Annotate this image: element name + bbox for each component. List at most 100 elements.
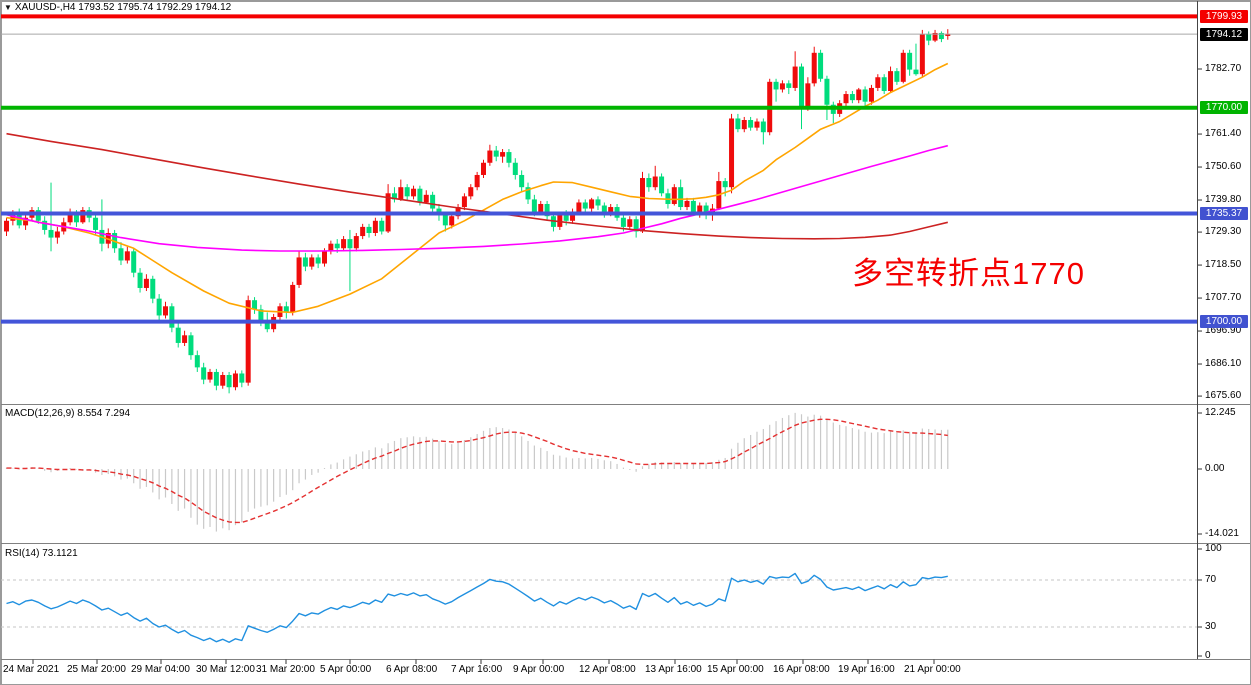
candle-body bbox=[201, 367, 207, 380]
candle-body bbox=[792, 66, 798, 88]
macd-axis-label: 12.245 bbox=[1205, 407, 1236, 418]
candle-body bbox=[264, 321, 270, 330]
macd-signal-line bbox=[6, 418, 948, 524]
candle-body bbox=[595, 199, 601, 206]
candle-body bbox=[315, 257, 321, 264]
candle-body bbox=[156, 298, 162, 316]
ma_fast-line bbox=[6, 62, 949, 314]
macd-axis-label: -14.021 bbox=[1205, 528, 1239, 539]
candle-body bbox=[48, 229, 54, 238]
rsi-indicator-label: RSI(14) 73.1121 bbox=[5, 548, 78, 559]
candle-body bbox=[671, 187, 677, 204]
price-axis-label: 1750.60 bbox=[1205, 161, 1242, 173]
candle-body bbox=[442, 214, 448, 226]
price-axis-label: 1729.30 bbox=[1205, 226, 1242, 238]
candle-body bbox=[703, 205, 709, 215]
candle-body bbox=[627, 219, 633, 227]
time-axis-label: 13 Apr 16:00 bbox=[645, 664, 702, 675]
candle-body bbox=[283, 306, 289, 313]
price-badge-1735.37: 1735.37 bbox=[1200, 207, 1248, 221]
time-axis-label: 31 Mar 20:00 bbox=[256, 664, 315, 675]
ma_mid-line bbox=[6, 144, 948, 252]
candle-body bbox=[252, 300, 258, 310]
candle-body bbox=[519, 174, 525, 188]
candle-body bbox=[907, 52, 913, 70]
price-axis[interactable]: 1782.70 1761.40 1750.60 1739.80 1729.30 1718.… bbox=[1199, 1, 1250, 661]
price-axis-label: 1707.70 bbox=[1205, 292, 1242, 304]
candle-body bbox=[42, 220, 48, 230]
candle-body bbox=[741, 120, 747, 130]
candle-body bbox=[506, 152, 512, 163]
candle-body bbox=[398, 187, 404, 200]
time-axis-label: 5 Apr 00:00 bbox=[320, 664, 372, 675]
price-axis-label: 1761.40 bbox=[1205, 128, 1242, 140]
candle-body bbox=[347, 239, 353, 249]
candle-body bbox=[805, 83, 811, 108]
candle-body bbox=[372, 220, 378, 233]
candle-body bbox=[868, 87, 874, 102]
candle-body bbox=[137, 272, 143, 288]
candle-body bbox=[678, 187, 684, 208]
price-badge-1794.12: 1794.12 bbox=[1200, 27, 1248, 41]
candle-body bbox=[811, 52, 817, 84]
macd-axis-label: 0.00 bbox=[1205, 463, 1225, 474]
candle-body bbox=[131, 251, 137, 273]
candle-body bbox=[576, 202, 582, 212]
time-axis-label: 21 Apr 00:00 bbox=[904, 664, 961, 675]
candle-body bbox=[175, 327, 181, 343]
candle-body bbox=[818, 52, 824, 79]
candle-body bbox=[748, 120, 754, 128]
candle-body bbox=[652, 176, 658, 188]
price-axis-label: 1782.70 bbox=[1205, 63, 1242, 74]
candle-body bbox=[322, 251, 327, 264]
price-axis-label: 1718.50 bbox=[1205, 259, 1242, 271]
candle-body bbox=[659, 176, 665, 194]
candle-body bbox=[913, 69, 919, 75]
candle-body bbox=[169, 306, 175, 328]
time-axis-label: 9 Apr 00:00 bbox=[513, 664, 565, 675]
time-axis-label: 25 Mar 20:00 bbox=[67, 664, 126, 675]
candle-body bbox=[729, 118, 735, 188]
price-axis-label: 1686.10 bbox=[1205, 358, 1242, 370]
candle-body bbox=[341, 239, 347, 249]
candle-body bbox=[366, 226, 372, 233]
time-axis[interactable]: 24 Mar 2021 25 Mar 20:00 29 Mar 04:00 30 Ma… bbox=[1, 664, 1197, 680]
candle-body bbox=[239, 373, 245, 383]
candle-body bbox=[856, 89, 862, 101]
candle-body bbox=[468, 187, 474, 197]
candle-body bbox=[646, 178, 652, 188]
candle-body bbox=[843, 94, 849, 104]
symbol-dropdown-icon[interactable]: ▼ bbox=[4, 2, 12, 12]
rsi-axis-label: 70 bbox=[1205, 574, 1217, 585]
candle-body bbox=[54, 231, 60, 238]
pivot-annotation-text: 多空转折点1770 bbox=[852, 256, 1085, 291]
candle-body bbox=[875, 77, 881, 88]
time-axis-label: 12 Apr 08:00 bbox=[579, 664, 636, 675]
candle-body bbox=[309, 257, 315, 267]
candle-body bbox=[570, 211, 576, 221]
candle-body bbox=[735, 118, 741, 130]
candle-body bbox=[404, 187, 410, 197]
rsi-axis-label: 30 bbox=[1205, 621, 1217, 632]
candle-body bbox=[563, 214, 569, 221]
candle-body bbox=[919, 34, 925, 75]
time-axis-label: 16 Apr 08:00 bbox=[773, 664, 830, 675]
candle-body bbox=[73, 213, 79, 223]
candle-body bbox=[411, 188, 417, 197]
candle-body bbox=[525, 187, 531, 200]
candle-body bbox=[544, 203, 550, 217]
candle-body bbox=[512, 162, 518, 175]
time-axis-label: 19 Apr 16:00 bbox=[838, 664, 895, 675]
candle-body bbox=[589, 199, 595, 209]
candle-body bbox=[474, 174, 480, 188]
candle-body bbox=[690, 200, 696, 212]
candle-body bbox=[296, 257, 302, 285]
candle-body bbox=[640, 178, 645, 232]
candle-body bbox=[379, 220, 385, 232]
price-badge-1770.00: 1770.00 bbox=[1200, 101, 1248, 115]
candle-body bbox=[888, 71, 894, 91]
candle-body bbox=[245, 300, 251, 383]
candle-body bbox=[118, 248, 124, 261]
